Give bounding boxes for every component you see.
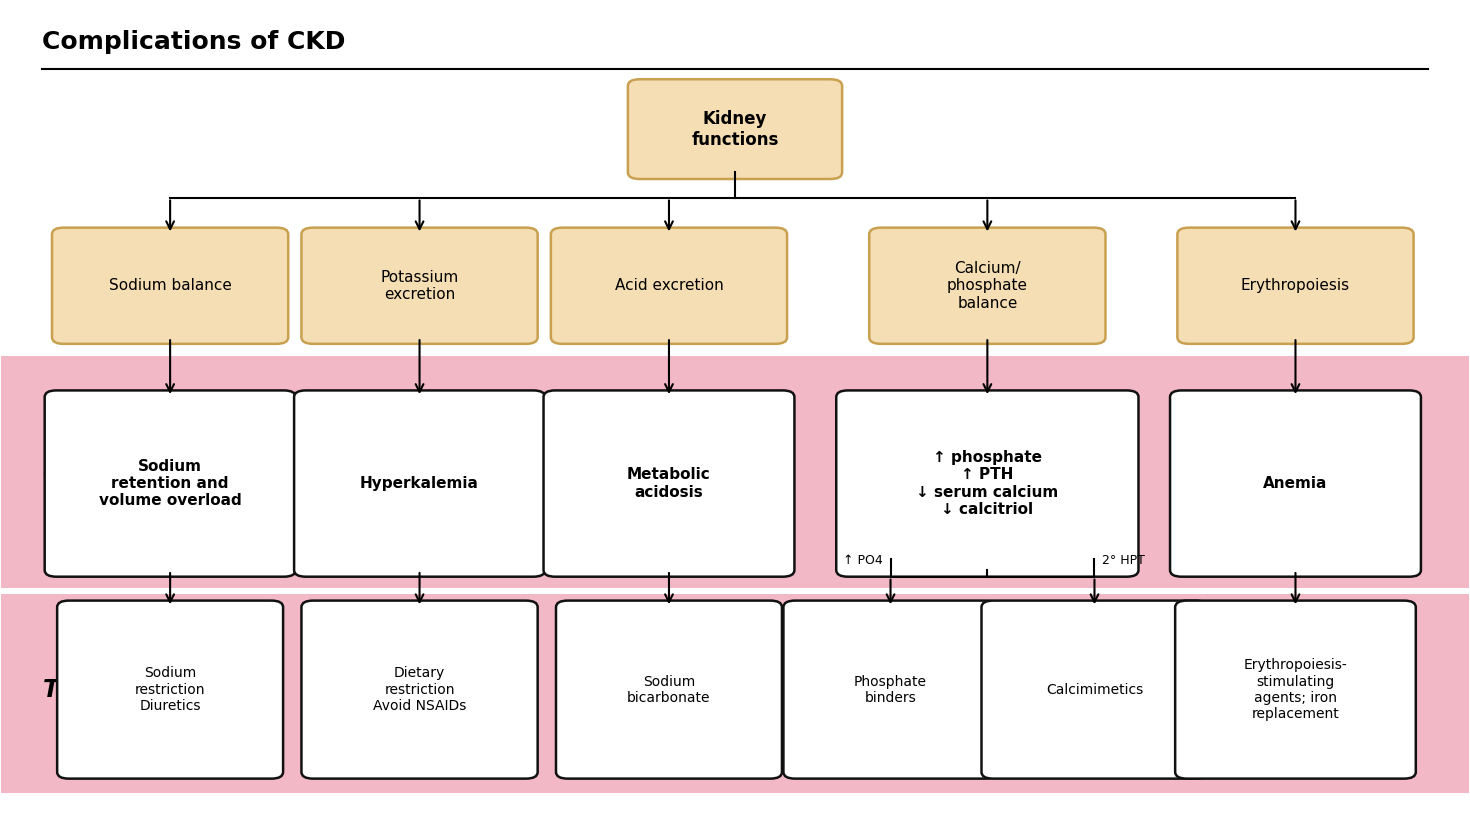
FancyBboxPatch shape — [551, 227, 786, 344]
FancyBboxPatch shape — [44, 390, 295, 576]
Text: Metabolic
acidosis: Metabolic acidosis — [628, 467, 711, 500]
FancyBboxPatch shape — [556, 600, 782, 779]
Text: Kidney
functions: Kidney functions — [691, 110, 779, 149]
Text: ↑ PO4: ↑ PO4 — [844, 554, 883, 566]
Text: Erythropoiesis-
stimulating
agents; iron
replacement: Erythropoiesis- stimulating agents; iron… — [1244, 658, 1348, 721]
FancyBboxPatch shape — [544, 390, 794, 576]
Text: Complications of CKD: Complications of CKD — [43, 31, 345, 55]
FancyBboxPatch shape — [1175, 600, 1416, 779]
FancyBboxPatch shape — [836, 390, 1138, 576]
Text: Calcimimetics: Calcimimetics — [1045, 682, 1144, 696]
Text: CKD: CKD — [43, 461, 97, 485]
FancyBboxPatch shape — [982, 600, 1207, 779]
Text: Tx: Tx — [43, 677, 74, 701]
FancyBboxPatch shape — [51, 227, 288, 344]
Text: Potassium
excretion: Potassium excretion — [381, 270, 459, 302]
FancyBboxPatch shape — [1, 590, 1469, 792]
Text: ↑ phosphate
↑ PTH
↓ serum calcium
↓ calcitriol: ↑ phosphate ↑ PTH ↓ serum calcium ↓ calc… — [916, 450, 1058, 517]
Text: Phosphate
binders: Phosphate binders — [854, 675, 928, 705]
Text: Sodium
bicarbonate: Sodium bicarbonate — [628, 675, 710, 705]
FancyBboxPatch shape — [301, 600, 538, 779]
FancyBboxPatch shape — [57, 600, 284, 779]
Text: Calcium/
phosphate
balance: Calcium/ phosphate balance — [947, 261, 1028, 311]
FancyBboxPatch shape — [301, 227, 538, 344]
Text: 2° HPT: 2° HPT — [1102, 554, 1145, 566]
FancyBboxPatch shape — [1, 356, 1469, 590]
Text: Anemia: Anemia — [1263, 476, 1327, 491]
Text: Erythropoiesis: Erythropoiesis — [1241, 278, 1349, 294]
Text: Acid excretion: Acid excretion — [614, 278, 723, 294]
Text: Sodium
restriction
Diuretics: Sodium restriction Diuretics — [135, 667, 206, 713]
FancyBboxPatch shape — [869, 227, 1105, 344]
FancyBboxPatch shape — [1170, 390, 1421, 576]
FancyBboxPatch shape — [784, 600, 998, 779]
FancyBboxPatch shape — [1177, 227, 1414, 344]
FancyBboxPatch shape — [628, 79, 842, 179]
Text: Dietary
restriction
Avoid NSAIDs: Dietary restriction Avoid NSAIDs — [373, 667, 466, 713]
Text: Sodium
retention and
volume overload: Sodium retention and volume overload — [98, 459, 241, 509]
FancyBboxPatch shape — [1, 588, 1469, 594]
Text: Sodium balance: Sodium balance — [109, 278, 232, 294]
FancyBboxPatch shape — [294, 390, 545, 576]
Text: Hyperkalemia: Hyperkalemia — [360, 476, 479, 491]
